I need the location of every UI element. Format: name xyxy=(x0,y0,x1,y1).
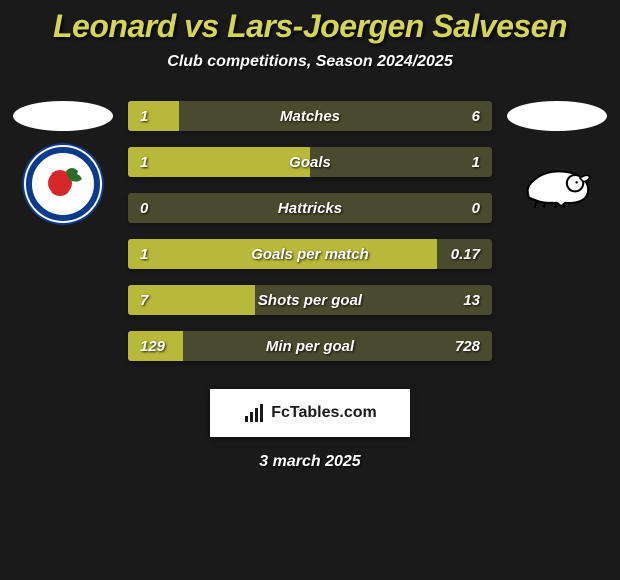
stat-left-value: 129 xyxy=(140,338,165,355)
stat-right-value: 1 xyxy=(472,154,480,171)
stat-right-value: 13 xyxy=(463,292,480,309)
stat-bar: 1 Matches 6 xyxy=(128,101,492,131)
stat-fill-left xyxy=(128,147,310,177)
stat-bar: 129 Min per goal 728 xyxy=(128,331,492,361)
chart-icon xyxy=(243,402,265,424)
stat-bar: 1 Goals per match 0.17 xyxy=(128,239,492,269)
stat-label: Min per goal xyxy=(266,338,354,355)
stat-right-value: 6 xyxy=(472,108,480,125)
page-title: Leonard vs Lars-Joergen Salvesen xyxy=(0,8,620,45)
stat-right-value: 728 xyxy=(455,338,480,355)
left-club-logo xyxy=(22,143,104,225)
stat-label: Shots per goal xyxy=(258,292,362,309)
subtitle: Club competitions, Season 2024/2025 xyxy=(0,53,620,71)
left-player-col xyxy=(8,101,118,225)
right-player-silhouette xyxy=(507,101,607,131)
derby-logo-icon xyxy=(516,153,598,215)
stat-label: Matches xyxy=(280,108,340,125)
stat-label: Goals per match xyxy=(251,246,369,263)
stat-left-value: 1 xyxy=(140,154,148,171)
stat-label: Goals xyxy=(289,154,331,171)
stat-label: Hattricks xyxy=(278,200,342,217)
stat-bar: 7 Shots per goal 13 xyxy=(128,285,492,315)
date-text: 3 march 2025 xyxy=(0,453,620,471)
stat-left-value: 1 xyxy=(140,108,148,125)
stats-column: 1 Matches 6 1 Goals 1 0 Hattricks 0 1 Goals per ma… xyxy=(118,101,502,377)
stat-fill-left xyxy=(128,101,179,131)
main-row: 1 Matches 6 1 Goals 1 0 Hattricks 0 1 Goals per ma… xyxy=(0,101,620,377)
comparison-card: Leonard vs Lars-Joergen Salvesen Club co… xyxy=(0,0,620,479)
stat-right-value: 0.17 xyxy=(451,246,480,263)
stat-left-value: 7 xyxy=(140,292,148,309)
left-player-silhouette xyxy=(13,101,113,131)
stat-right-value: 0 xyxy=(472,200,480,217)
stat-left-value: 1 xyxy=(140,246,148,263)
stat-left-value: 0 xyxy=(140,200,148,217)
right-club-logo xyxy=(516,143,598,225)
brand-badge: FcTables.com xyxy=(210,389,410,437)
stat-bar: 1 Goals 1 xyxy=(128,147,492,177)
stat-bar: 0 Hattricks 0 xyxy=(128,193,492,223)
right-player-col xyxy=(502,101,612,225)
blackburn-logo-icon xyxy=(22,143,104,225)
brand-text: FcTables.com xyxy=(271,404,377,422)
